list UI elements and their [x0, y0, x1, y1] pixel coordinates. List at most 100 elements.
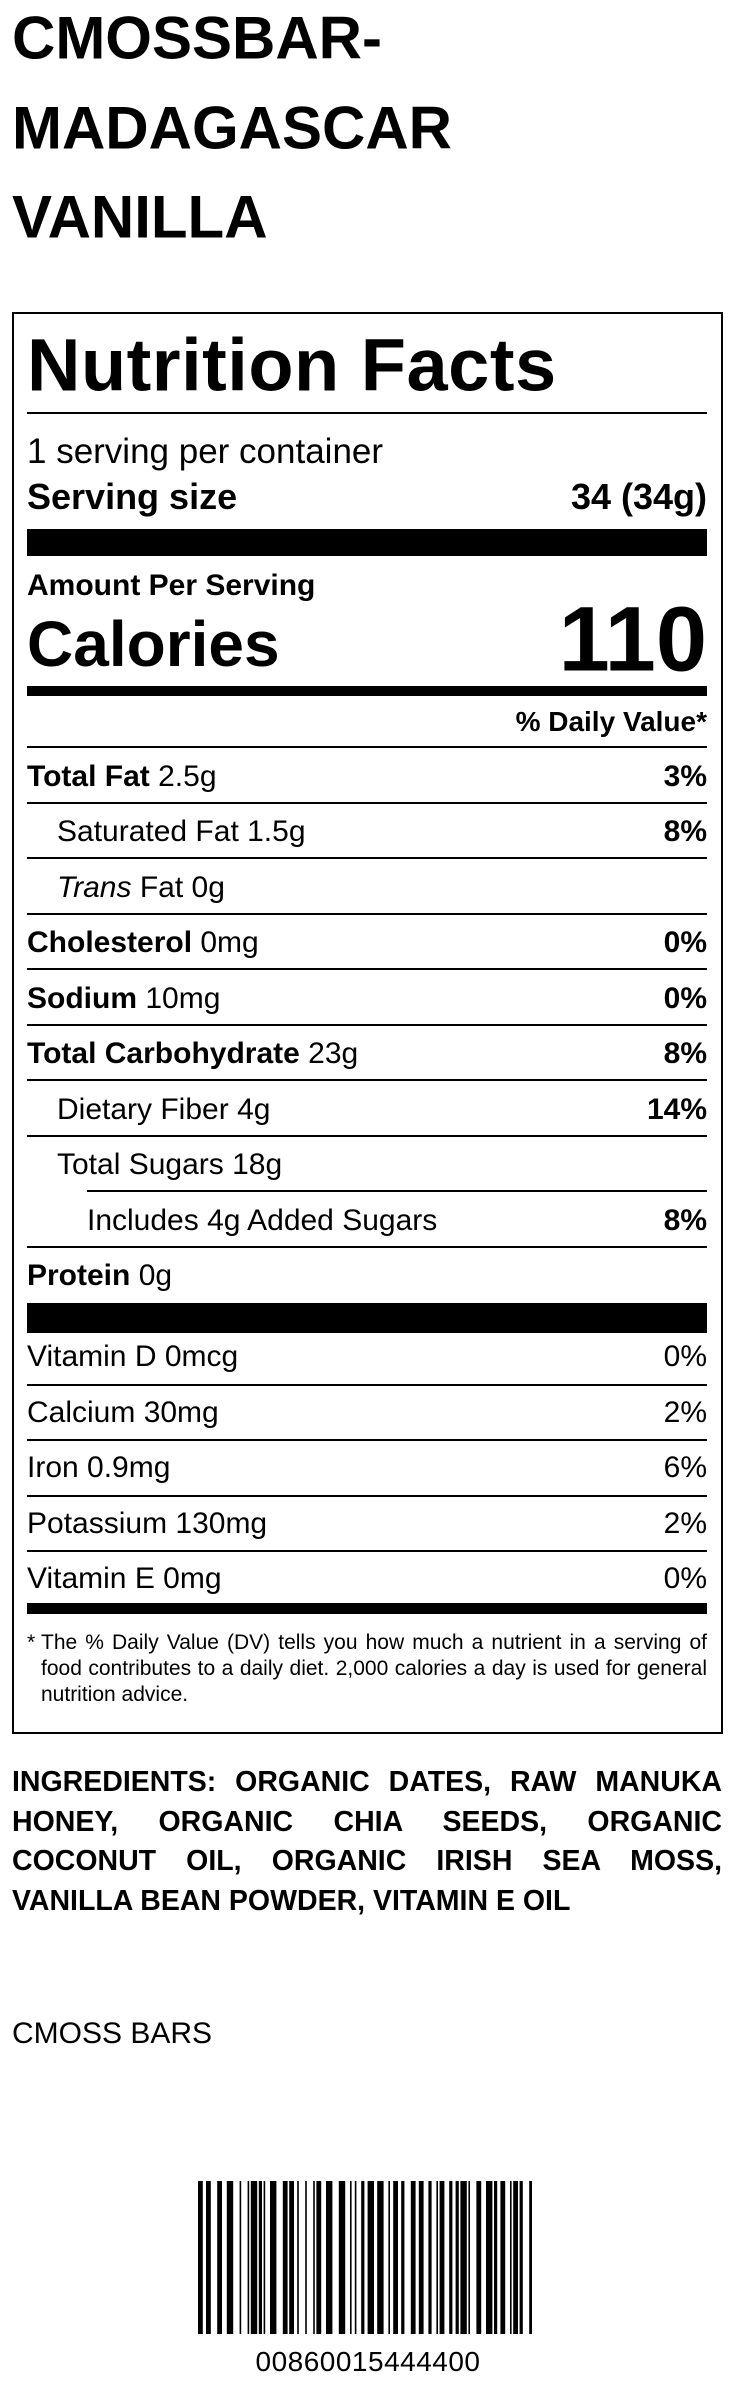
nutrient-name: Cholesterol: [27, 926, 193, 960]
nutrient-dv: 8%: [663, 1037, 707, 1071]
footnote: The % Daily Value (DV) tells you how muc…: [41, 1631, 707, 1706]
nutrition-label: [12, 312, 723, 1734]
row-divider: [27, 968, 707, 970]
nutrient-label: Dietary Fiber 4g: [57, 1093, 270, 1127]
nutrient-label: Sodium 10mg: [27, 982, 220, 1016]
brand: CMOSS BARS: [12, 2017, 213, 2050]
row-divider: [27, 1550, 707, 1552]
nutrient-label: Cholesterol 0mg: [27, 926, 259, 960]
barcode-bar: [367, 2181, 374, 2334]
product-title: CMOSSBAR-: [12, 4, 382, 72]
barcode-bar: [455, 2181, 459, 2334]
divider: [27, 412, 707, 414]
nutrient-amount: 23g: [308, 1037, 359, 1071]
barcode-bar: [258, 2181, 262, 2334]
row-divider: [27, 1079, 707, 1081]
barcode-bar: [468, 2181, 470, 2334]
nutrient-amount: 10mg: [145, 981, 221, 1015]
row-divider: [27, 857, 707, 859]
nutrient-name: Fat: [139, 870, 184, 904]
nutrient-label: Saturated Fat 1.5g: [57, 815, 306, 849]
nutrient-dv: 8%: [663, 815, 707, 849]
barcode-bar: [418, 2181, 424, 2334]
barcode-bar: [316, 2181, 322, 2334]
barcode-bar: [361, 2181, 365, 2334]
barcode-bar: [354, 2181, 357, 2334]
vitamin-name: Calcium 30mg: [27, 1395, 219, 1429]
barcode-bar: [449, 2181, 453, 2334]
row-divider: [27, 1134, 707, 1137]
barcode-bar: [338, 2181, 346, 2334]
barcode-bar: [510, 2181, 512, 2334]
barcode-bar: [393, 2181, 398, 2334]
medium-bar: [27, 1603, 707, 1614]
nutrient-name: Sodium: [27, 981, 137, 1015]
vitamin-dv: 2%: [663, 1506, 707, 1540]
vitamin-name: Vitamin D 0mcg: [27, 1340, 239, 1373]
medium-bar: [27, 686, 707, 696]
nutrient-amount: 18g: [232, 1148, 283, 1182]
barcode-bar: [513, 2181, 518, 2334]
vitamin-dv: 0%: [663, 1340, 707, 1373]
barcode-bar: [428, 2181, 432, 2334]
barcode-bar: [436, 2181, 438, 2334]
barcode-bar: [377, 2181, 384, 2334]
barcode-bar: [326, 2181, 333, 2334]
row-divider: [27, 801, 707, 804]
barcode-bar: [410, 2181, 416, 2334]
vitamin-name: Iron 0.9mg: [27, 1451, 171, 1484]
nutrient-dv: 8%: [663, 1203, 707, 1237]
nutrient-name: Includes 4g Added Sugars: [87, 1203, 438, 1237]
barcode-bar: [263, 2181, 266, 2334]
nutrient-name: Saturated Fat: [57, 815, 239, 849]
nutrient-label: Total Fat 2.5g: [27, 760, 217, 794]
barcode-bar: [206, 2181, 211, 2334]
footnote-mark: *: [27, 1631, 36, 1654]
nutrient-amount: 0g: [191, 870, 225, 904]
vitamin-dv: 2%: [663, 1395, 707, 1429]
nutrient-name: Total Carbohydrate: [27, 1037, 300, 1071]
nutrient-name: Protein: [27, 1259, 131, 1293]
nutrient-amount: 0mg: [200, 926, 259, 960]
nutrient-name: Dietary Fiber: [57, 1092, 229, 1126]
calories: 110: [558, 588, 707, 691]
barcode-bar: [226, 2181, 234, 2334]
nutrient-amount: 1.5g: [247, 815, 306, 849]
nutrient-label: Total Sugars 18g: [57, 1148, 282, 1182]
row-divider: [87, 1190, 707, 1192]
thick-bar: [27, 529, 707, 556]
vitamin-name: Potassium 130mg: [27, 1506, 268, 1540]
barcode-bar: [494, 2181, 498, 2334]
vitamin-name: Vitamin E 0mg: [27, 1562, 222, 1595]
barcode-bar: [198, 2181, 203, 2334]
barcode-bar: [313, 2181, 315, 2334]
nutrient-label: Protein 0g: [27, 1259, 172, 1293]
calories-label: Calories: [27, 608, 280, 680]
barcode-bar: [270, 2181, 277, 2334]
barcode-bar: [460, 2181, 467, 2334]
product-title: VANILLA: [12, 183, 268, 251]
barcode-bar: [239, 2181, 242, 2334]
row-divider: [27, 1023, 707, 1026]
barcode-bar: [401, 2181, 405, 2334]
row-divider: [27, 746, 707, 748]
nutrient-dv: 14%: [646, 1092, 707, 1126]
nutrient-label: Trans Fat 0g: [57, 871, 225, 905]
nutrient-name: Total Sugars: [57, 1148, 224, 1182]
daily-value-header: % Daily Value*: [515, 706, 707, 737]
nutrient-name: Total Fat: [27, 759, 150, 793]
barcode-bar: [519, 2181, 523, 2334]
serving-size-label: Serving size: [27, 476, 238, 517]
barcode-bar: [388, 2181, 390, 2334]
ingredients: INGREDIENTS: ORGANIC DATES, RAW MANUKA H…: [12, 1766, 722, 1917]
barcode-bar: [350, 2181, 352, 2334]
nutrient-amount: 2.5g: [158, 759, 217, 793]
row-divider: [27, 912, 707, 915]
row-divider: [27, 1245, 707, 1248]
barcode-bar: [439, 2181, 445, 2334]
nutrient-name-italic: Trans: [57, 870, 132, 904]
nutrient-dv: 3%: [663, 759, 707, 793]
row-divider: [27, 1494, 707, 1497]
barcode-bar: [486, 2181, 493, 2334]
barcode-bar: [247, 2181, 250, 2334]
